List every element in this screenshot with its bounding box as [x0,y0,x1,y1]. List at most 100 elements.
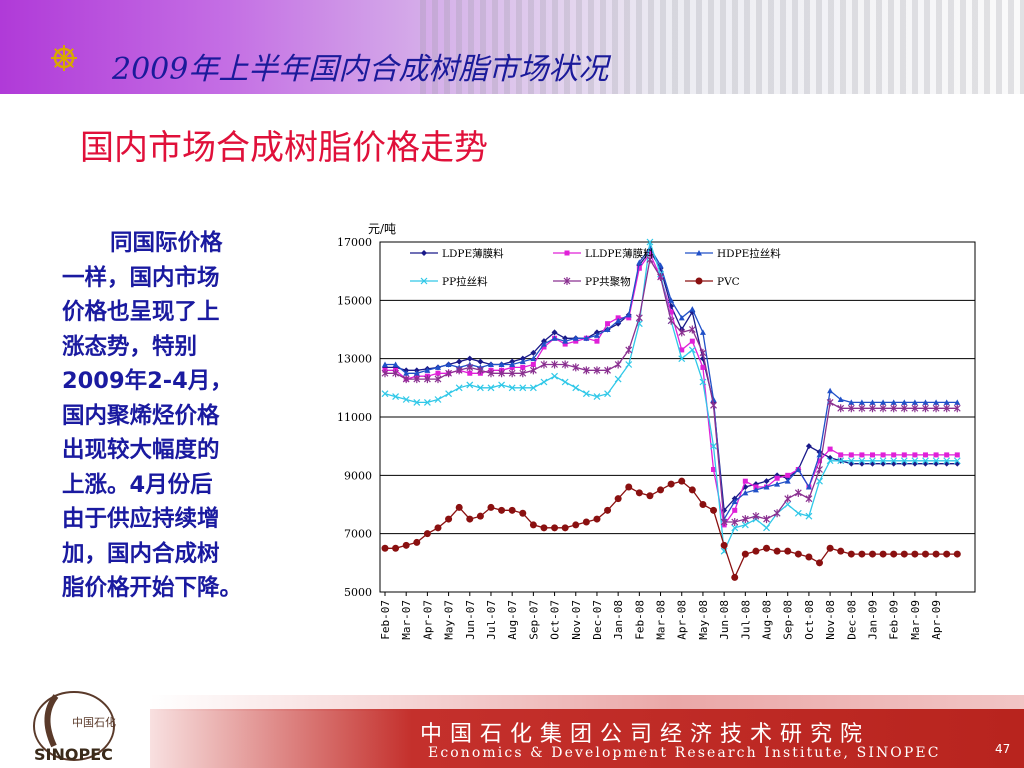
x-tick-label: Jun-08 [718,600,731,640]
series-5 [381,255,961,526]
data-point [626,315,632,321]
legend-label: LLDPE薄膜料 [585,247,654,260]
data-point [625,361,633,368]
data-point [826,544,834,552]
data-point [858,399,865,405]
data-point [784,547,792,555]
data-point [487,361,494,367]
data-point [423,530,431,538]
data-point [519,509,527,517]
data-point [880,452,886,458]
data-point [498,361,505,367]
data-point [954,452,960,458]
x-tick-label: Sep-07 [527,600,540,640]
data-point [742,489,749,496]
data-point [710,442,717,450]
data-point [614,360,622,369]
data-point [922,404,929,413]
data-point [710,401,717,410]
data-point [763,515,770,524]
data-point [646,238,654,246]
data-point [424,367,431,373]
data-point [562,341,568,347]
x-tick-label: Apr-07 [421,600,434,640]
x-tick-label: Dec-08 [845,600,858,640]
data-point [402,396,410,403]
series-line [385,249,958,512]
x-tick-label: Oct-07 [549,600,562,640]
data-point [477,358,484,365]
data-point [678,477,686,485]
data-point [879,404,887,413]
x-tick-label: Feb-09 [888,600,901,640]
y-tick-label: 5000 [344,586,372,599]
data-point [699,348,707,357]
x-tick-label: Aug-07 [506,600,519,640]
data-point [551,335,558,341]
body-line: 上涨。4月份后 [62,471,213,498]
body-line: 同国际价格 [110,230,223,256]
data-point [402,375,410,384]
data-point [763,484,770,490]
data-point [445,361,452,367]
data-point [466,515,474,523]
data-point [921,550,929,558]
data-point [625,345,633,354]
data-point [848,399,855,405]
footer-band [150,709,1024,768]
data-point [678,355,686,363]
data-point [699,501,707,508]
data-point [456,358,463,365]
data-point [678,314,685,321]
data-point [466,363,474,372]
data-point [943,404,951,413]
data-point [922,399,929,405]
data-point [741,550,749,558]
data-point [605,321,611,327]
chart-grid [379,241,976,593]
data-point [625,311,632,318]
data-point [943,550,951,558]
data-point [667,316,675,325]
data-point [466,355,473,362]
data-point [625,483,633,491]
chart-series [381,238,961,581]
data-point [423,375,431,384]
data-point [869,399,876,405]
data-point [848,452,854,458]
body-line: 加，国内合成树 [62,540,220,567]
data-point [720,541,728,549]
data-point [742,478,748,484]
x-tick-label: Dec-07 [591,600,604,640]
data-point [529,384,537,392]
legend-item: PP拉丝料 [410,275,488,288]
legend-item: LDPE薄膜料 [410,247,504,260]
y-axis-ticks: 5000 7000 9000 11000 13000 15000 17000 [337,236,372,599]
data-point [402,541,410,549]
data-point [466,381,474,389]
data-point [954,399,961,405]
data-point [573,338,579,344]
data-point [668,297,675,303]
sinopec-logo: 中国石化 SINOPEC [33,691,116,764]
data-point [869,404,876,413]
data-point [922,452,928,458]
data-point [646,255,654,264]
legend-swatch-marker [564,250,570,256]
data-point [657,486,665,494]
data-point [816,465,823,474]
data-point [635,489,643,497]
x-tick-label: Jul-07 [485,600,498,640]
data-point [710,506,718,514]
data-point [911,404,919,413]
data-point [551,372,558,380]
data-point [774,475,780,481]
body-line: 价格也呈现了上 [62,299,220,325]
data-point [953,457,961,465]
data-point [837,396,844,402]
data-point [711,467,717,472]
data-point [636,265,642,271]
data-point [540,360,548,369]
data-point [551,524,559,532]
